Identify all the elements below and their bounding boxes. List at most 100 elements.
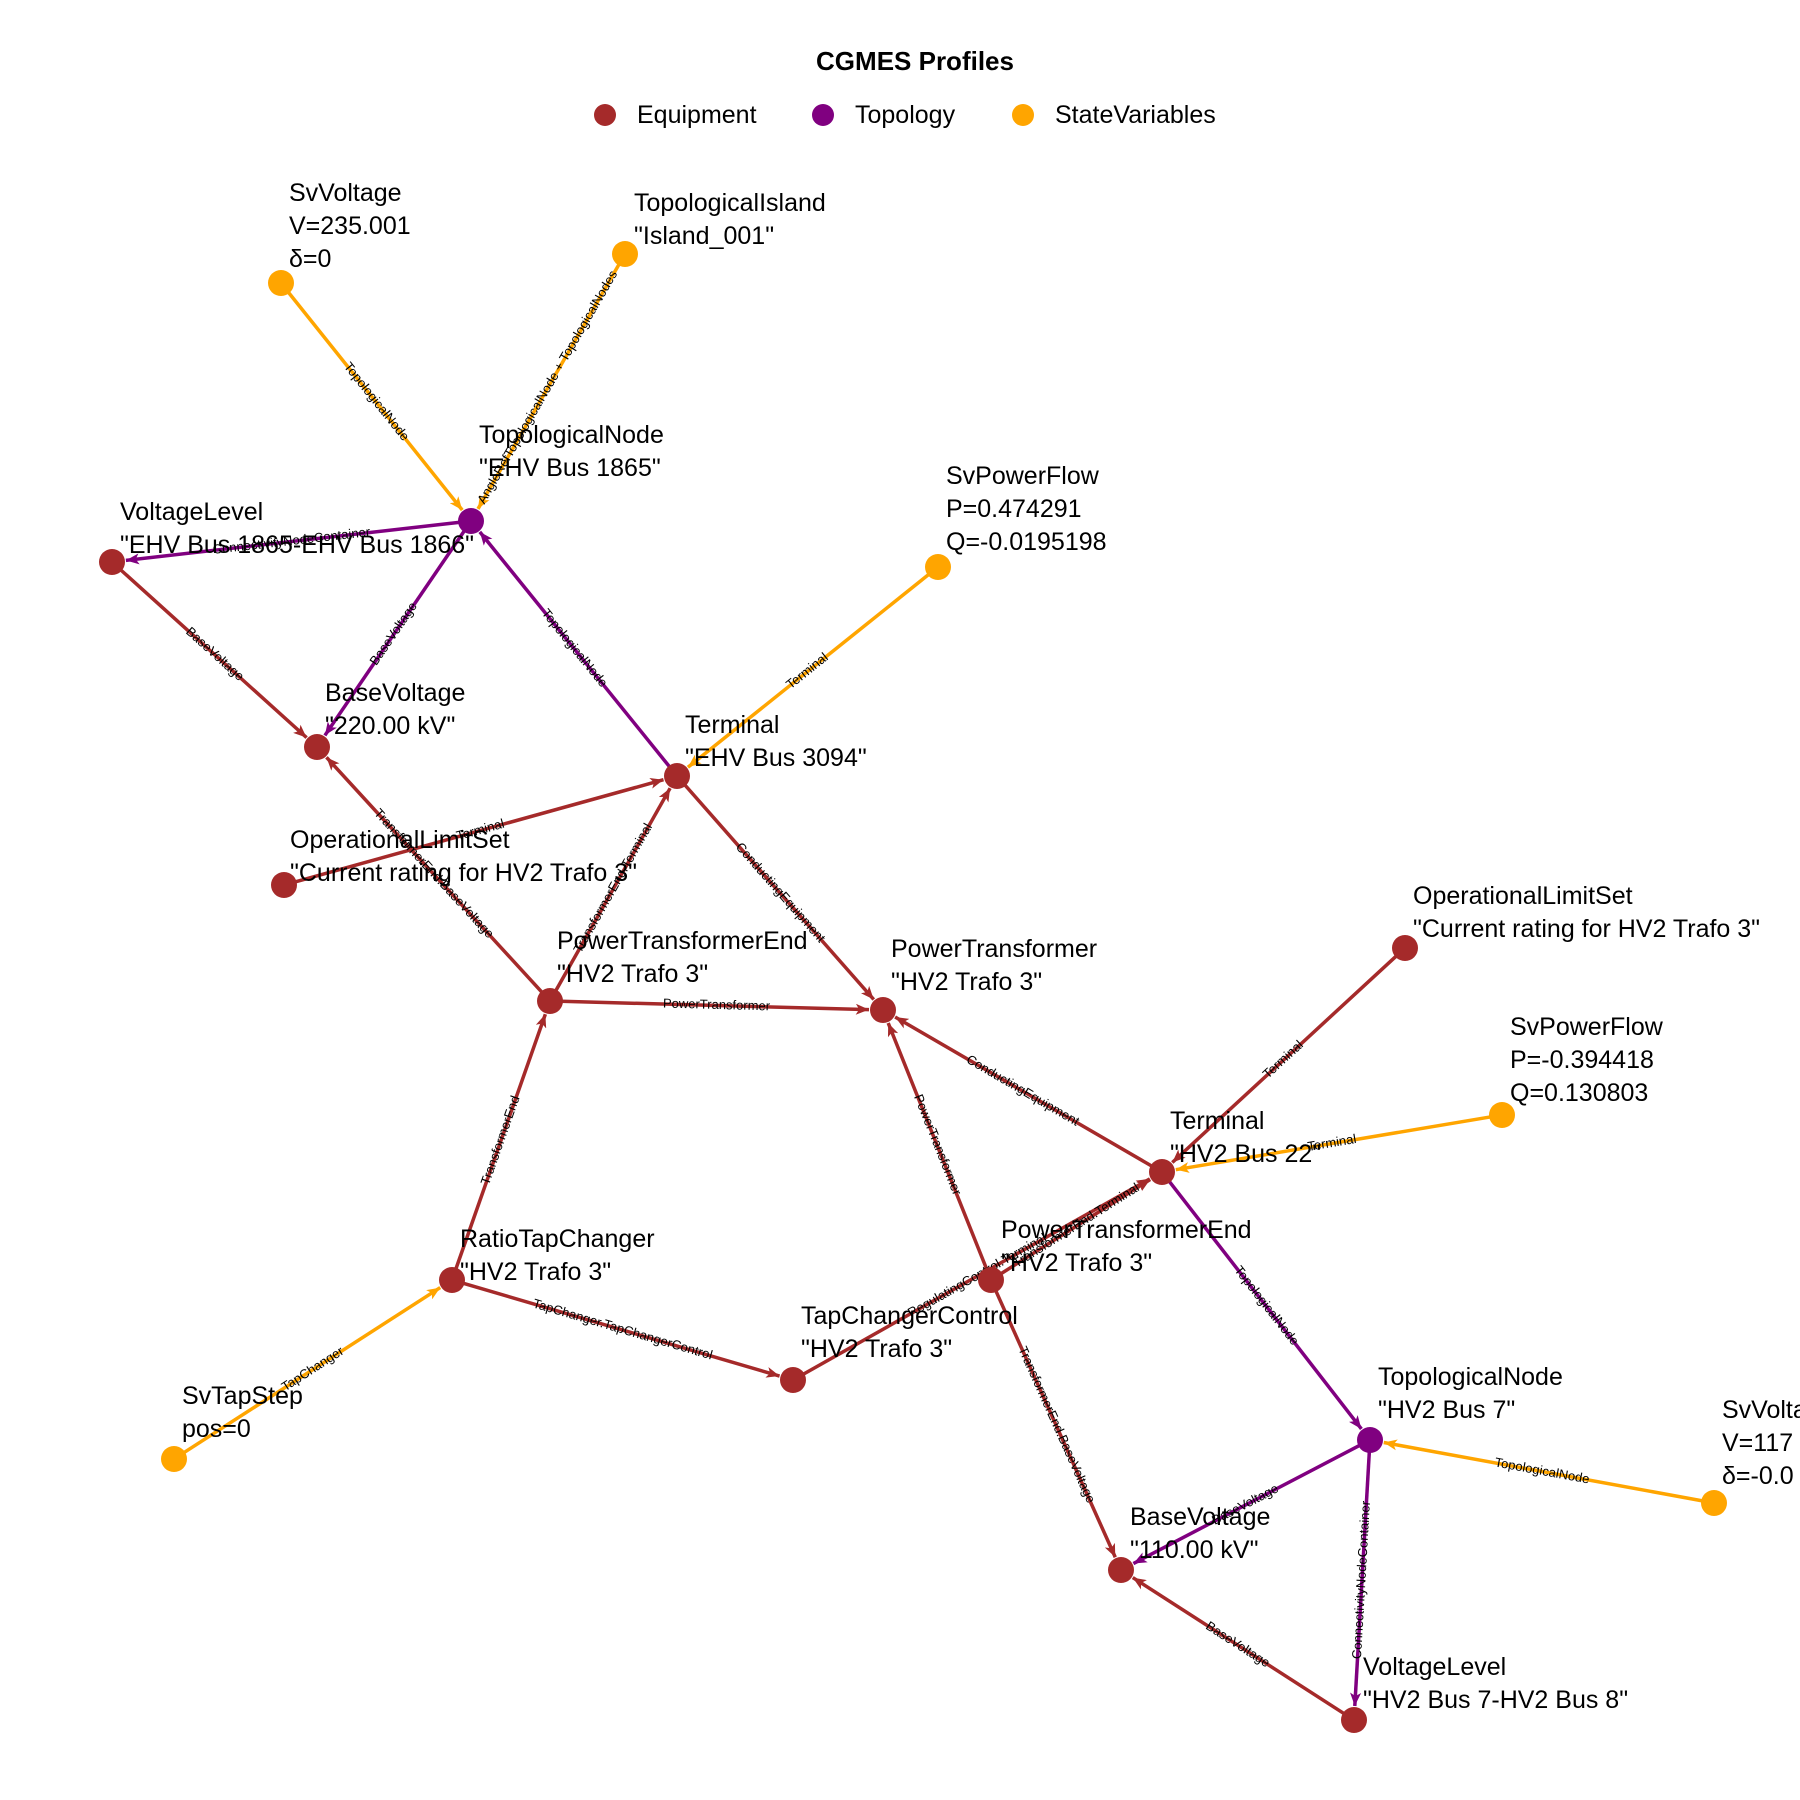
edge-ols2-term2 xyxy=(1171,954,1399,1164)
node-pte1[interactable] xyxy=(537,988,563,1014)
node-label-line: Terminal xyxy=(685,711,779,739)
node-vl1[interactable] xyxy=(99,549,125,575)
node-label-line: "Current rating for HV2 Trafo 3" xyxy=(290,859,637,887)
node-label-line: PowerTransformerEnd xyxy=(557,927,808,955)
node-label-line: "HV2 Bus 22" xyxy=(1170,1140,1321,1168)
edge-tn1-vl1 xyxy=(125,520,461,565)
node-pte2[interactable] xyxy=(978,1267,1004,1293)
node-label-line: δ=-0.0 xyxy=(1722,1462,1794,1490)
node-label-tcc: TapChangerControl "HV2 Trafo 3" xyxy=(801,1302,1018,1363)
edge-label: TransformerEnd xyxy=(477,1094,522,1187)
edge-label: ConductingEquipment xyxy=(964,1051,1082,1128)
node-label-line: pos=0 xyxy=(182,1415,251,1443)
edge-term2-pt xyxy=(894,1015,1154,1168)
edge-svv2-tn2 xyxy=(1383,1439,1704,1503)
node-tn2[interactable] xyxy=(1357,1427,1383,1453)
node-label-line: VoltageLevel xyxy=(120,498,263,526)
node-label-vl1: VoltageLevel "EHV Bus 1865-EHV Bus 1866" xyxy=(120,498,474,559)
node-island[interactable] xyxy=(612,241,638,267)
node-tn1[interactable] xyxy=(458,508,484,534)
edge-pte1-pt xyxy=(560,999,870,1015)
node-label-svts: SvTapStep pos=0 xyxy=(182,1382,303,1443)
node-label-line: VoltageLevel xyxy=(1363,1653,1506,1681)
legend-item-topology: Topology xyxy=(812,101,956,129)
edge-label: Terminal xyxy=(783,649,831,691)
node-label-line: "EHV Bus 3094" xyxy=(685,744,867,772)
edge-pte2-bv110 xyxy=(993,1289,1117,1558)
node-svts[interactable] xyxy=(161,1446,187,1472)
edge-label: TopologicalNode xyxy=(1231,1263,1302,1348)
node-label-bv220: BaseVoltage "220.00 kV" xyxy=(325,679,465,740)
node-label-ols1: OperationalLimitSet "Current rating for H… xyxy=(290,826,637,887)
node-label-pte2: PowerTransformerEnd "HV2 Trafo 3" xyxy=(1001,1216,1252,1277)
edge-tcc-term2 xyxy=(801,1177,1151,1377)
edge-pte1-bv220 xyxy=(325,756,544,995)
node-label-line: SvTapStep xyxy=(182,1382,303,1410)
node-svpf1[interactable] xyxy=(925,554,951,580)
node-label-line: RatioTapChanger xyxy=(460,1225,655,1253)
edge-label: PowerTransformer xyxy=(663,995,771,1013)
edge-vl1-bv220 xyxy=(118,568,308,739)
node-bv110[interactable] xyxy=(1108,1557,1134,1583)
node-label-line: "Island_001" xyxy=(634,222,774,250)
node-ols1[interactable] xyxy=(271,872,297,898)
node-vl2[interactable] xyxy=(1341,1707,1367,1733)
node-label-line: SvVoltage xyxy=(289,179,402,207)
node-label-island: TopologicalIsland "Island_001" xyxy=(634,189,826,250)
legend-label: Equipment xyxy=(637,101,757,129)
legend-label: Topology xyxy=(855,101,956,129)
edge-term1-tn1 xyxy=(478,530,672,769)
node-label-line: PowerTransformerEnd xyxy=(1001,1216,1252,1244)
node-label-line: "110.00 kV" xyxy=(1130,1536,1258,1564)
node-label-term2: Terminal "HV2 Bus 22" xyxy=(1170,1107,1321,1168)
node-term2[interactable] xyxy=(1149,1159,1175,1185)
node-ols2[interactable] xyxy=(1392,935,1418,961)
node-label-line: OperationalLimitSet xyxy=(290,826,510,854)
edge-label: TopologicalNode xyxy=(539,606,611,690)
edge-svv1-tn1 xyxy=(286,290,464,512)
edge-label: TopologicalNode xyxy=(1494,1454,1591,1486)
node-svv1[interactable] xyxy=(268,270,294,296)
edge-label: TopologicalNode xyxy=(341,359,413,443)
edge-island-tn1 xyxy=(476,262,622,510)
node-svv2[interactable] xyxy=(1701,1490,1727,1516)
node-label-line: BaseVoltage xyxy=(325,679,465,707)
edge-vl2-bv110 xyxy=(1131,1576,1346,1716)
node-label-line: "HV2 Trafo 3" xyxy=(1001,1249,1152,1277)
node-rtc[interactable] xyxy=(439,1267,465,1293)
node-label-line: P=-0.394418 xyxy=(1510,1046,1654,1074)
node-label-svv1: SvVoltage V=235.001 δ=0 xyxy=(289,179,411,273)
edge-svpf2-term2 xyxy=(1175,1115,1492,1173)
edge-label: ConnectivityNodeContainer xyxy=(1349,1500,1373,1660)
node-label-line: Terminal xyxy=(1170,1107,1264,1135)
edges xyxy=(118,262,1704,1716)
legend-swatch xyxy=(594,104,616,126)
node-label-pt: PowerTransformer "HV2 Trafo 3" xyxy=(891,935,1097,996)
node-tcc[interactable] xyxy=(780,1367,806,1393)
node-label-line: P=0.474291 xyxy=(946,495,1082,523)
node-label-line: V=235.001 xyxy=(289,212,411,240)
nodes xyxy=(99,241,1727,1733)
node-label-svpf1: SvPowerFlow P=0.474291 Q=-0.0195198 xyxy=(946,462,1107,556)
node-label-svpf2: SvPowerFlow P=-0.394418 Q=0.130803 xyxy=(1510,1013,1664,1107)
legend-swatch xyxy=(1012,104,1034,126)
node-label-line: "HV2 Trafo 3" xyxy=(557,960,708,988)
node-pt[interactable] xyxy=(870,997,896,1023)
node-term1[interactable] xyxy=(664,763,690,789)
node-label-line: SvVoltage xyxy=(1722,1396,1800,1424)
node-label-line: BaseVoltage xyxy=(1130,1503,1270,1531)
node-label-line: "HV2 Bus 7-HV2 Bus 8" xyxy=(1363,1686,1628,1714)
node-label-line: Q=-0.0195198 xyxy=(946,528,1107,556)
node-svpf2[interactable] xyxy=(1489,1102,1515,1128)
edge-rtc-pte1 xyxy=(453,1013,548,1271)
node-label-line: "EHV Bus 1865" xyxy=(479,454,661,482)
edge-tn2-bv110 xyxy=(1132,1443,1362,1566)
node-bv220[interactable] xyxy=(304,734,330,760)
node-label-line: "220.00 kV" xyxy=(325,712,455,740)
edge-rtc-tcc xyxy=(462,1281,781,1378)
node-label-line: SvPowerFlow xyxy=(1510,1013,1664,1041)
edge-tn1-bv220 xyxy=(323,529,467,737)
edge-tn2-vl2 xyxy=(1350,1450,1372,1707)
